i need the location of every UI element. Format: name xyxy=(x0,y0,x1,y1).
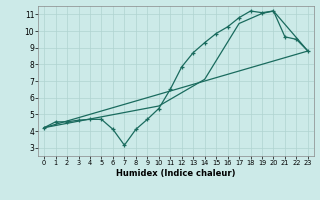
X-axis label: Humidex (Indice chaleur): Humidex (Indice chaleur) xyxy=(116,169,236,178)
